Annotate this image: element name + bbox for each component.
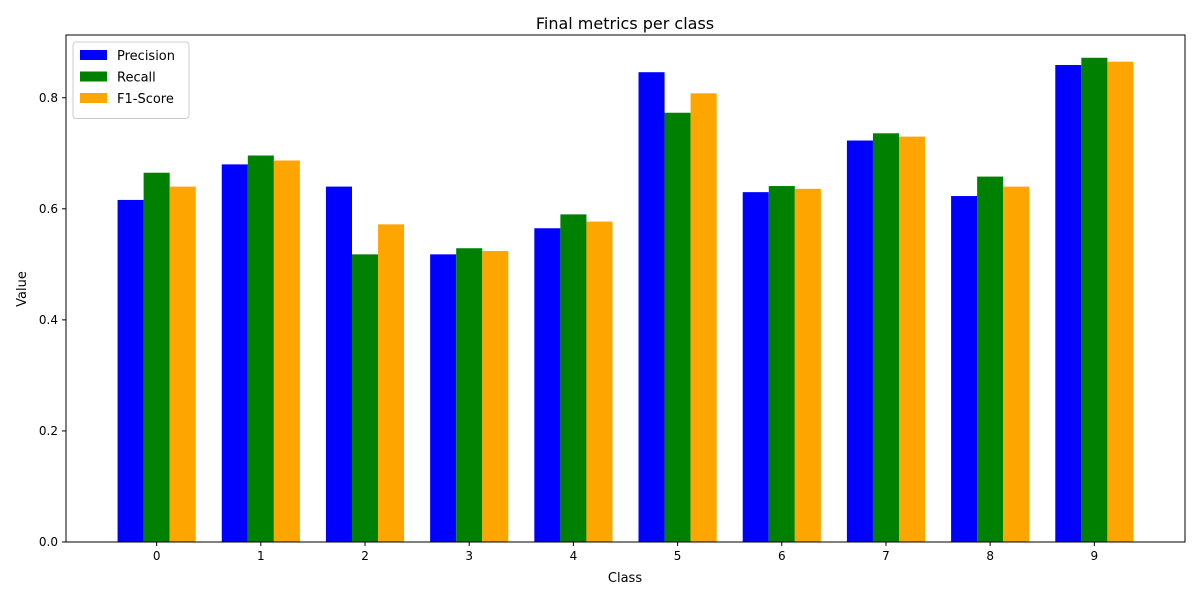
- bar-recall-class-2: [352, 254, 379, 542]
- bar-recall-class-4: [560, 214, 587, 542]
- bar-precision-class-9: [1055, 64, 1082, 543]
- legend-swatch: [80, 50, 107, 60]
- bar-f1-score-class-2: [378, 224, 405, 543]
- legend: Precision Recall F1-Score: [72, 41, 190, 119]
- x-tick-label: 4: [570, 549, 578, 563]
- x-axis-label: Class: [608, 571, 642, 586]
- bar-recall-class-0: [143, 172, 170, 542]
- chart-title: Final metrics per class: [536, 14, 714, 33]
- bar-recall-class-5: [664, 112, 691, 543]
- bar-precision-class-1: [221, 164, 248, 542]
- bar-precision-class-2: [325, 186, 352, 542]
- x-tick-label: 1: [257, 549, 265, 563]
- bar-precision-class-4: [534, 228, 561, 542]
- bar-f1-score-class-4: [586, 221, 613, 542]
- bar-f1-score-class-6: [794, 188, 821, 542]
- y-tick-label: 0.6: [39, 202, 58, 216]
- bar-f1-score-class-7: [899, 136, 926, 542]
- x-tick-label: 8: [986, 549, 994, 563]
- x-tick-label: 0: [153, 549, 161, 563]
- bar-f1-score-class-8: [1003, 186, 1030, 542]
- bar-recall-class-8: [977, 176, 1004, 542]
- x-tick-label: 9: [1091, 549, 1099, 563]
- bar-f1-score-class-0: [169, 186, 196, 542]
- y-axis-ticks: 0.0 0.2 0.4 0.6 0.8: [39, 91, 66, 549]
- legend-label: Recall: [117, 71, 156, 86]
- legend-label: F1-Score: [117, 92, 174, 107]
- bar-f1-score-class-5: [690, 93, 717, 542]
- legend-swatch: [80, 93, 107, 103]
- bar-precision-class-7: [846, 140, 873, 542]
- x-tick-label: 6: [778, 549, 786, 563]
- y-tick-label: 0.2: [39, 424, 58, 438]
- plot-frame: [65, 34, 1186, 543]
- bar-f1-score-class-3: [482, 251, 509, 542]
- x-tick-label: 5: [674, 549, 682, 563]
- bar-f1-score-class-9: [1107, 61, 1134, 543]
- y-axis-label: Value: [15, 271, 30, 307]
- x-tick-label: 7: [882, 549, 890, 563]
- bar-precision-class-0: [117, 199, 144, 542]
- bar-precision-class-3: [430, 254, 457, 542]
- y-tick-label: 0.0: [39, 535, 58, 549]
- bars-group: [117, 57, 1134, 543]
- legend-swatch: [80, 71, 107, 82]
- bar-precision-class-8: [951, 196, 978, 543]
- x-tick-label: 3: [465, 549, 473, 563]
- bar-recall-class-3: [456, 248, 483, 543]
- y-tick-label: 0.8: [39, 91, 58, 105]
- bar-recall-class-6: [768, 186, 795, 543]
- bar-precision-class-6: [742, 192, 769, 542]
- bar-f1-score-class-1: [273, 160, 300, 542]
- bar-recall-class-7: [872, 133, 899, 543]
- x-axis-ticks: 0 1 2 3 4 5 6 7 8 9: [153, 542, 1098, 563]
- bar-precision-class-5: [638, 72, 665, 543]
- y-tick-label: 0.4: [39, 313, 58, 327]
- bar-recall-class-1: [247, 155, 274, 542]
- x-tick-label: 2: [361, 549, 369, 563]
- bar-recall-class-9: [1081, 57, 1108, 543]
- legend-label: Precision: [117, 49, 175, 64]
